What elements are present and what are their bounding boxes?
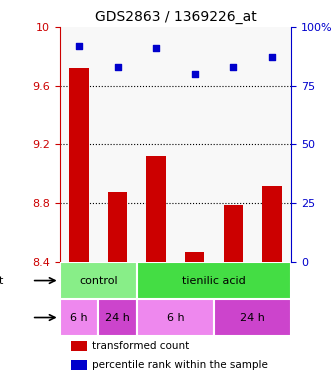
Text: 24 h: 24 h (240, 313, 265, 323)
FancyBboxPatch shape (98, 299, 137, 336)
Text: percentile rank within the sample: percentile rank within the sample (92, 361, 268, 371)
Bar (185, 252, 204, 262)
Text: tienilic acid: tienilic acid (182, 276, 246, 286)
Point (154, 45, 159, 51)
FancyBboxPatch shape (137, 262, 291, 299)
Point (192, 71, 197, 77)
Text: 6 h: 6 h (166, 313, 184, 323)
Bar (71, 360, 87, 370)
Text: agent: agent (0, 276, 4, 286)
Text: transformed count: transformed count (92, 341, 189, 351)
Bar (69, 68, 88, 262)
FancyBboxPatch shape (137, 299, 214, 336)
Bar (224, 205, 243, 262)
FancyBboxPatch shape (60, 299, 98, 336)
Point (76, 43, 81, 49)
Point (269, 55, 275, 61)
Point (231, 64, 236, 70)
FancyBboxPatch shape (214, 299, 291, 336)
Bar (71, 341, 87, 351)
Point (115, 64, 120, 70)
Bar (146, 156, 166, 262)
Bar (108, 192, 127, 262)
Text: 6 h: 6 h (70, 313, 88, 323)
Title: GDS2863 / 1369226_at: GDS2863 / 1369226_at (95, 10, 256, 25)
Text: control: control (79, 276, 118, 286)
Text: 24 h: 24 h (105, 313, 130, 323)
Bar (262, 185, 282, 262)
FancyBboxPatch shape (60, 262, 137, 299)
